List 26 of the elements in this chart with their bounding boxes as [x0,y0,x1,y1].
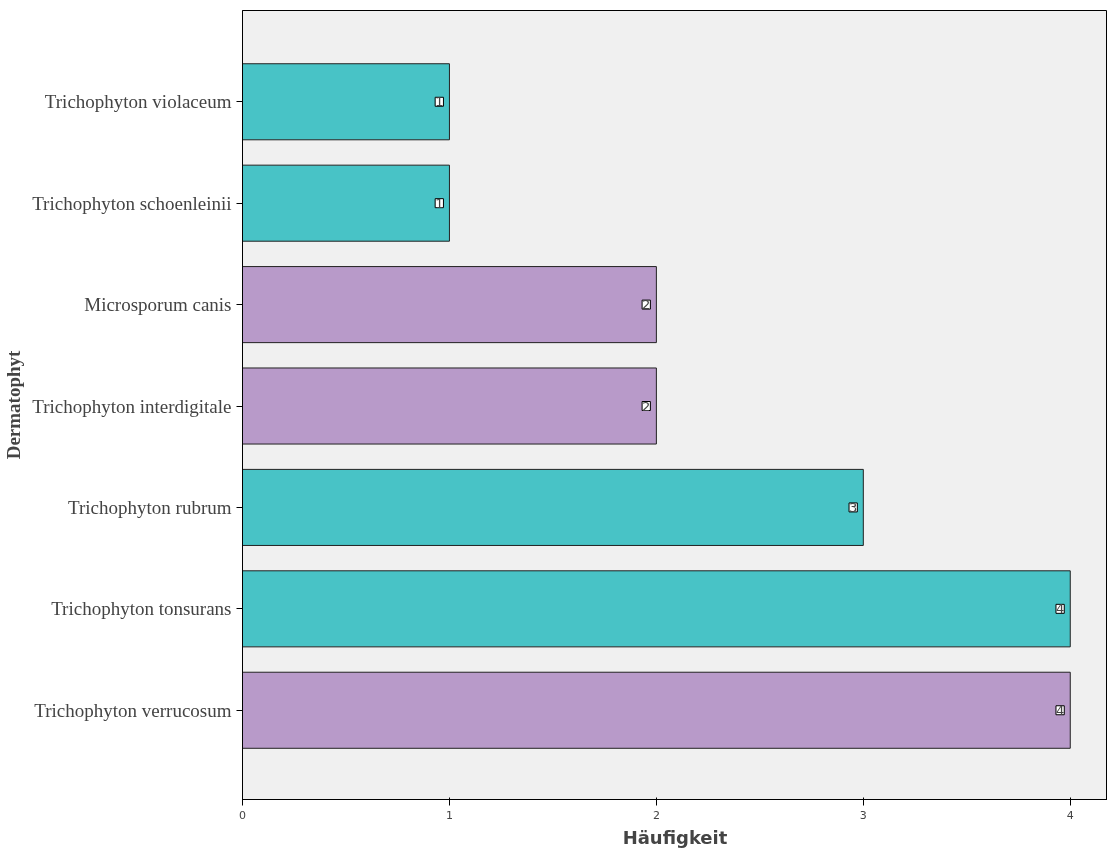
x-tick-label: 1 [445,808,453,822]
bar [242,164,450,242]
bar [242,468,864,546]
data-label: 1 [435,94,444,110]
y-tick-label: Trichophyton verrucosum [34,699,232,721]
y-tick-label: Trichophyton tonsurans [51,598,232,620]
data-label: 1 [435,195,444,211]
bar [242,570,1071,648]
y-tick-label: Trichophyton schoenleinii [32,192,232,214]
x-tick-label: 2 [652,808,660,822]
y-tick-label: Trichophyton interdigitale [32,395,232,417]
y-tick-label: Microsporum canis [84,294,232,316]
y-tick-label: Trichophyton rubrum [68,496,232,518]
data-label: 2 [642,398,651,414]
bar [242,671,1071,749]
data-label: 3 [849,499,858,515]
data-label: 2 [642,297,651,313]
bar [242,266,657,344]
bar [242,63,450,141]
y-axis-title: Dermatophyt [3,349,25,460]
x-tick-label: 4 [1066,808,1074,822]
bar [242,367,657,445]
x-tick-label: 0 [239,808,246,822]
y-tick-label: Trichophyton violaceum [44,91,232,113]
x-axis-title: Häufigkeit [622,826,728,848]
x-tick-label: 3 [859,808,867,822]
